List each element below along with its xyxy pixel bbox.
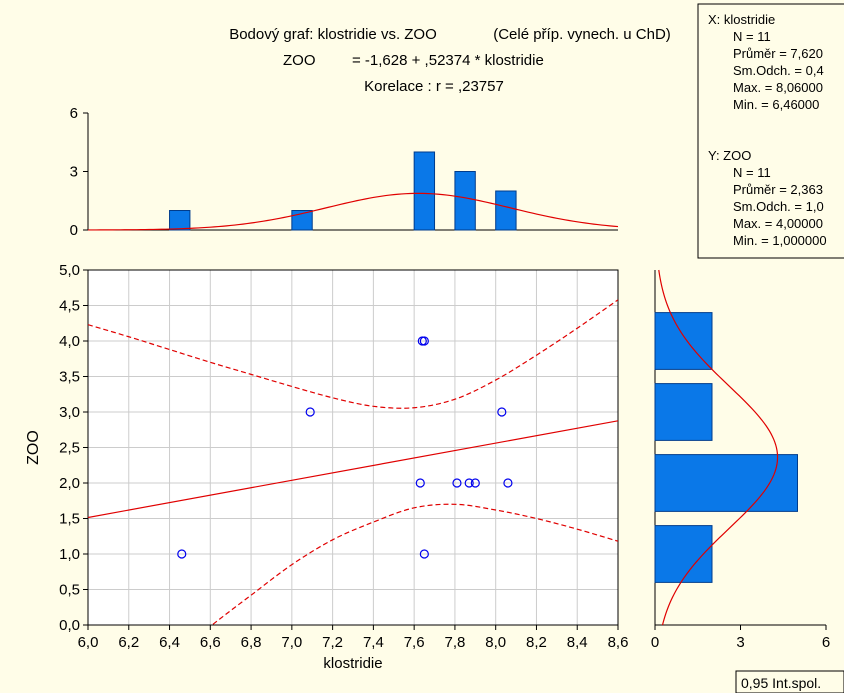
top-hist-bar [291, 210, 313, 231]
x-tick-label: 6,4 [159, 634, 180, 651]
data-point [415, 478, 425, 488]
y-tick-label: 4,0 [59, 333, 80, 350]
stats-y-line: Průměr = 2,363 [733, 182, 823, 197]
right-hist-bar [654, 454, 798, 512]
top-hist-bar [413, 151, 436, 231]
y-tick-label: 0,0 [59, 617, 80, 634]
y-tick-label: 4,5 [59, 298, 80, 315]
right-hist-tick-label: 6 [822, 634, 830, 651]
top-hist-normal-curve [87, 192, 619, 231]
stats-x-header: X: klostridie [708, 12, 775, 27]
data-point [419, 336, 429, 346]
right-hist-normal-curve [658, 269, 779, 626]
correlation-label: Korelace : r = ,23757 [364, 78, 504, 95]
stats-x-line: Min. = 6,46000 [733, 97, 819, 112]
y-tick-label: 1,5 [59, 511, 80, 528]
stats-y-line: Sm.Odch. = 1,0 [733, 199, 824, 214]
stats-x-line: Max. = 8,06000 [733, 80, 823, 95]
y-tick-label: 3,5 [59, 369, 80, 386]
data-point [305, 407, 315, 417]
legend-label: 0,95 Int.spol. [741, 675, 821, 691]
legend: 0,95 Int.spol. [735, 670, 844, 693]
x-tick-label: 7,4 [363, 634, 384, 651]
top-hist-bar [495, 190, 517, 231]
top-hist-bar [169, 210, 191, 231]
equation-rhs: = -1,628 + ,52374 * klostridie [352, 52, 544, 69]
x-tick-label: 8,6 [608, 634, 629, 651]
x-tick-label: 6,6 [200, 634, 221, 651]
chart-title: Bodový graf: klostridie vs. ZOO [229, 26, 437, 43]
x-tick-label: 7,0 [281, 634, 302, 651]
data-point [464, 478, 474, 488]
top-hist-tick-label: 0 [70, 222, 78, 239]
data-point [470, 478, 480, 488]
x-axis-label: klostridie [323, 655, 382, 672]
stats-y-line: N = 11 [733, 165, 771, 180]
data-point [503, 478, 513, 488]
x-tick-label: 8,4 [567, 634, 588, 651]
y-tick-label: 5,0 [59, 262, 80, 279]
regression-line [88, 420, 618, 519]
equation-lhs: ZOO [283, 52, 316, 69]
plot-frame [87, 269, 619, 626]
y-tick-label: 2,0 [59, 475, 80, 492]
x-tick-label: 6,2 [118, 634, 139, 651]
stats-box: X: klostridie N = 11 Průměr = 7,620 Sm.Odch… [697, 3, 844, 259]
x-tick-label: 8,2 [526, 634, 547, 651]
stats-y-line: Max. = 4,00000 [733, 216, 823, 231]
right-hist-bar [654, 383, 713, 441]
top-hist-tick-label: 3 [70, 164, 78, 181]
top-hist-bar [454, 171, 476, 231]
stats-x-line: Průměr = 7,620 [733, 46, 823, 61]
data-point [177, 549, 187, 559]
right-hist-tick-label: 3 [736, 634, 744, 651]
scatter-plot: 6,0 6,2 6,4 6,6 6,8 7,0 7,2 7,4 7,6 7,8 8,0 8,2 8,4 8… [25, 262, 629, 672]
right-hist-bar [654, 525, 713, 583]
top-hist-tick-label: 6 [70, 105, 78, 122]
x-tick-label: 6,0 [78, 634, 99, 651]
y-tick-label: 3,0 [59, 404, 80, 421]
confidence-upper [88, 299, 618, 409]
right-histogram: 0 3 6 [651, 269, 830, 651]
right-hist-tick-label: 0 [651, 634, 659, 651]
y-tick-label: 1,0 [59, 546, 80, 563]
confidence-lower [211, 503, 618, 625]
y-tick-label: 0,5 [59, 582, 80, 599]
chart-subtitle: (Celé příp. vynech. u ChD) [493, 26, 671, 43]
x-tick-label: 6,8 [241, 634, 262, 651]
data-point [452, 478, 462, 488]
x-tick-label: 8,0 [485, 634, 506, 651]
x-tick-label: 7,2 [322, 634, 343, 651]
stats-x-line: N = 11 [733, 29, 771, 44]
top-histogram: 0 3 6 [70, 105, 619, 239]
stats-y-line: Min. = 1,000000 [733, 233, 827, 248]
y-axis-label: ZOO [25, 430, 42, 465]
stats-x-line: Sm.Odch. = 0,4 [733, 63, 824, 78]
x-tick-label: 7,8 [444, 634, 465, 651]
stats-y-header: Y: ZOO [708, 148, 751, 163]
y-tick-label: 2,5 [59, 440, 80, 457]
data-point [497, 407, 507, 417]
data-point [419, 549, 429, 559]
x-tick-label: 7,6 [404, 634, 425, 651]
